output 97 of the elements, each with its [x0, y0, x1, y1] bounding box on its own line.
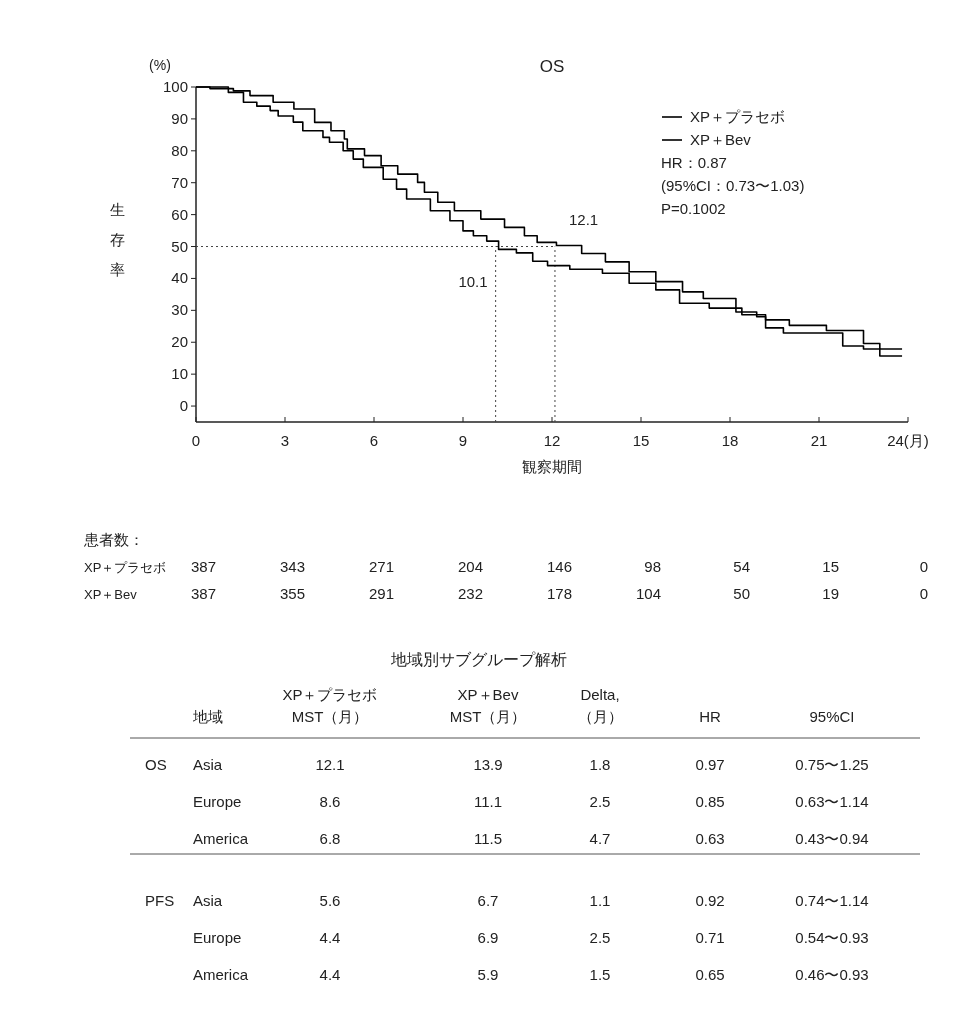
text: 0.97	[695, 756, 725, 773]
text: 0.46〜0.93	[795, 966, 869, 983]
x-tick-label: 9	[458, 432, 468, 449]
text: 387	[190, 558, 216, 575]
text: 271	[368, 558, 394, 575]
text: PFS	[145, 892, 175, 909]
text: 355	[279, 585, 305, 602]
text: 54	[733, 558, 750, 575]
text: 13.9	[473, 756, 503, 773]
category-label: 95%CI	[809, 708, 855, 725]
text: 232	[457, 585, 483, 602]
text: 1.1	[589, 892, 611, 909]
category-label: XP＋プラセボ	[84, 560, 167, 575]
text: 0.63	[695, 830, 725, 847]
y-tick-label: 80	[171, 141, 188, 159]
text: 0.63〜1.14	[795, 793, 869, 810]
text: 0.71	[695, 929, 725, 946]
text: 0.75〜1.25	[795, 756, 869, 773]
text: 地域別サブグループ解析	[390, 651, 567, 668]
x-tick-label: 3	[280, 432, 290, 449]
category-label: 地域	[192, 708, 223, 725]
y-tick-label: 100	[162, 78, 188, 95]
text: 4.7	[589, 830, 611, 847]
annotation: HR：0.87	[661, 154, 727, 171]
ref-line-label: 12.1	[568, 210, 599, 228]
text: Europe	[193, 793, 242, 810]
text: 0.54〜0.93	[795, 929, 869, 946]
x-tick-label: 6	[369, 432, 379, 449]
text: Asia	[193, 892, 223, 909]
text: OS	[145, 756, 167, 773]
text: 98	[644, 558, 661, 575]
category-label: HR	[699, 708, 721, 725]
text: 4.4	[319, 966, 341, 983]
category-label: XP＋Bev	[84, 587, 137, 602]
text: 0.85	[695, 793, 725, 810]
x-tick-label: 12	[543, 432, 561, 449]
text: 患者数：	[83, 531, 144, 548]
category-label: XP＋プラセボ MST（月）	[282, 686, 378, 725]
y-tick-label: 50	[171, 237, 188, 255]
text: 104	[635, 585, 661, 602]
text: 2.5	[589, 793, 611, 810]
x-axis-title: 観察期間	[522, 458, 582, 475]
x-tick-label: 24(月)	[887, 432, 929, 449]
text: 2.5	[589, 929, 611, 946]
category-label: Delta, （月）	[577, 686, 623, 725]
text: 343	[279, 558, 305, 575]
text: 178	[546, 585, 572, 602]
text: 291	[368, 585, 394, 602]
text: 0.92	[695, 892, 725, 909]
text: Europe	[193, 929, 242, 946]
text: 12.1	[315, 756, 345, 773]
text: 15	[822, 558, 839, 575]
legend-label: XP＋Bev	[690, 131, 752, 148]
chart-title: OS	[539, 57, 565, 76]
text: 204	[457, 558, 483, 575]
category-label: XP＋Bev MST（月）	[449, 686, 527, 725]
text: 387	[190, 585, 216, 602]
text: 8.6	[319, 793, 341, 810]
x-tick-label: 18	[721, 432, 739, 449]
text: 146	[546, 558, 572, 575]
y-tick-label: 20	[171, 333, 188, 351]
text: 11.1	[473, 793, 503, 810]
x-tick-label: 0	[191, 432, 201, 449]
y-tick-label: 10	[171, 365, 188, 383]
text: 0.43〜0.94	[795, 830, 869, 847]
text: 1.8	[589, 756, 611, 773]
text: 0	[919, 585, 928, 602]
text: 4.4	[319, 929, 341, 946]
y-tick-label: 0	[179, 397, 188, 415]
y-tick-label: 40	[171, 269, 188, 287]
y-tick-label: 30	[171, 301, 188, 319]
y-tick-label: 60	[171, 205, 188, 223]
text: 0.74〜1.14	[795, 892, 869, 909]
text: 19	[822, 585, 839, 602]
text: 0	[919, 558, 928, 575]
legend-label: XP＋プラセボ	[690, 108, 786, 125]
annotation: P=0.1002	[661, 200, 726, 217]
x-tick-label: 15	[632, 432, 650, 449]
text: 1.5	[589, 966, 611, 983]
text: 6.7	[477, 892, 499, 909]
text: America	[193, 966, 249, 983]
text: 5.9	[477, 966, 499, 983]
y-tick-label: 70	[171, 173, 188, 191]
y-tick-label: 90	[171, 109, 188, 127]
text: 50	[733, 585, 750, 602]
text: 6.8	[319, 830, 341, 847]
text: 11.5	[473, 830, 503, 847]
text: 6.9	[477, 929, 499, 946]
x-tick-label: 21	[810, 432, 828, 449]
text: America	[193, 830, 249, 847]
text: 0.65	[695, 966, 725, 983]
annotation: (95%CI：0.73〜1.03)	[661, 177, 805, 194]
y-axis-title: 生存率	[109, 201, 125, 278]
ref-line-label: 10.1	[458, 272, 488, 290]
text: (%)	[149, 57, 171, 73]
text: 5.6	[319, 892, 341, 909]
text: Asia	[193, 756, 223, 773]
